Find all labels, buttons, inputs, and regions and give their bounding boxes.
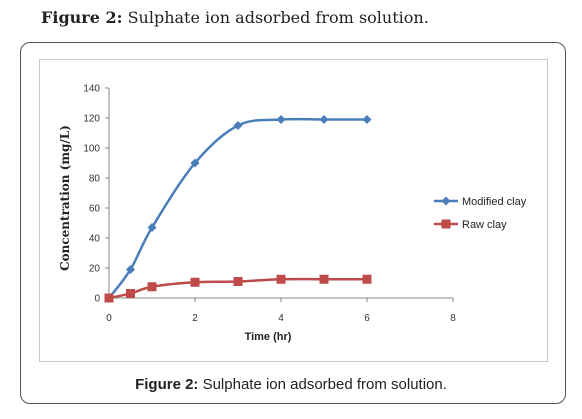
- x-tick-label: 2: [192, 313, 198, 324]
- data-point-raw-clay: [126, 289, 135, 298]
- y-tick-label: 100: [83, 144, 100, 155]
- y-tick-label: 140: [83, 84, 100, 95]
- page-title-text: Sulphate ion adsorbed from solution.: [122, 8, 429, 27]
- chart-area: [39, 59, 548, 362]
- data-point-modified-clay: [276, 115, 286, 124]
- caption-prefix: Figure 2:: [135, 376, 199, 393]
- page-title-prefix: Figure 2:: [41, 8, 123, 27]
- data-point-raw-clay: [276, 274, 286, 284]
- data-point-raw-clay: [233, 277, 243, 286]
- caption-text: Sulphate ion adsorbed from solution.: [198, 376, 447, 393]
- page-title: Figure 2: Sulphate ion adsorbed from sol…: [41, 8, 429, 27]
- x-tick-label: 0: [106, 313, 112, 324]
- x-tick-label: 6: [364, 313, 370, 324]
- data-point-modified-clay: [126, 265, 135, 274]
- y-tick-label: 60: [89, 204, 101, 215]
- y-axis-title: Concentration (mg/L): [58, 125, 72, 271]
- data-point-raw-clay: [319, 274, 329, 284]
- data-point-modified-clay: [319, 115, 329, 124]
- data-point-modified-clay: [147, 223, 157, 232]
- legend-label-modified-clay: Modified clay: [462, 196, 527, 208]
- x-tick-label: 8: [450, 313, 456, 324]
- x-axis-title: Time (hr): [245, 331, 292, 343]
- data-point-modified-clay: [362, 115, 372, 124]
- data-point-raw-clay: [147, 282, 157, 292]
- data-point-raw-clay: [190, 277, 200, 287]
- y-tick-label: 0: [94, 294, 100, 305]
- data-point-modified-clay: [233, 121, 243, 130]
- y-tick-label: 20: [89, 264, 101, 275]
- x-tick-label: 4: [278, 313, 284, 324]
- data-point-raw-clay: [104, 293, 114, 303]
- figure-caption: Figure 2: Sulphate ion adsorbed from sol…: [0, 376, 582, 393]
- legend-marker-raw-clay: [441, 219, 451, 229]
- y-tick-label: 40: [89, 234, 101, 245]
- data-point-modified-clay: [190, 158, 200, 168]
- legend-marker-modified-clay: [441, 196, 451, 206]
- legend-label-raw-clay: Raw clay: [462, 219, 507, 231]
- data-point-raw-clay: [362, 274, 372, 284]
- y-tick-label: 80: [89, 174, 101, 185]
- series-line-modified-clay: [108, 117, 367, 299]
- y-tick-label: 120: [83, 114, 100, 125]
